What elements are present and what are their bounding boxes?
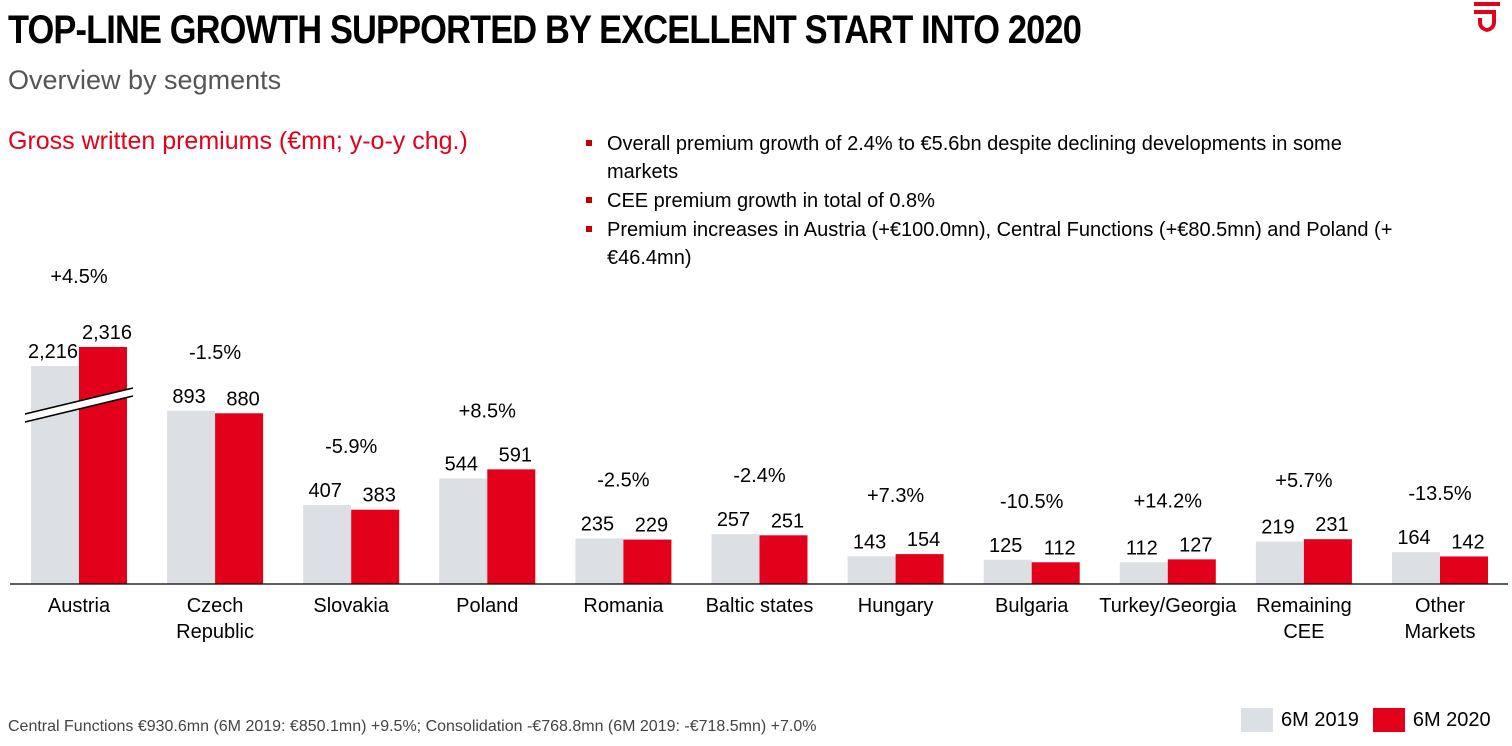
category-label: Bulgaria bbox=[995, 595, 1069, 617]
value-label-2019: 544 bbox=[445, 453, 478, 475]
legend-swatch-2019 bbox=[1241, 708, 1273, 732]
bar-6m-2019 bbox=[575, 538, 624, 584]
legend-item-2019: 6M 2019 bbox=[1241, 708, 1359, 732]
change-label: +8.5% bbox=[459, 400, 516, 422]
axis-break-line bbox=[24, 387, 134, 415]
value-label-2020: 591 bbox=[499, 444, 532, 466]
legend-item-2020: 6M 2020 bbox=[1372, 708, 1491, 732]
value-label-2020: 127 bbox=[1179, 534, 1212, 556]
bar-6m-2020 bbox=[623, 539, 672, 584]
value-label-2019: 2,216 bbox=[28, 341, 78, 363]
bar-6m-2020 bbox=[1167, 559, 1216, 584]
bullet-item: CEE premium growth in total of 0.8% bbox=[586, 187, 1416, 215]
value-label-2020: 251 bbox=[771, 510, 804, 532]
bar-6m-2019 bbox=[303, 505, 352, 584]
value-label-2019: 257 bbox=[717, 509, 750, 531]
category-label: Austria bbox=[48, 595, 111, 617]
category-label: Other bbox=[1415, 595, 1465, 617]
value-label-2019: 164 bbox=[1397, 527, 1430, 549]
value-label-2020: 231 bbox=[1315, 514, 1348, 536]
bar-6m-2020 bbox=[215, 413, 264, 584]
company-logo-icon bbox=[1474, 2, 1500, 32]
bullet-list: Overall premium growth of 2.4% to €5.6bn… bbox=[586, 130, 1416, 273]
value-label-2019: 125 bbox=[989, 535, 1022, 557]
bar-6m-2019 bbox=[711, 534, 760, 584]
change-label: -2.5% bbox=[597, 469, 649, 491]
category-label: Czech bbox=[187, 595, 244, 617]
value-label-2020: 142 bbox=[1451, 531, 1484, 553]
bar-6m-2019 bbox=[1255, 541, 1304, 584]
value-label-2020: 154 bbox=[907, 529, 940, 551]
change-label: -1.5% bbox=[189, 342, 241, 364]
bullet-item: Premium increases in Austria (+€100.0mn)… bbox=[586, 216, 1416, 272]
change-label: -13.5% bbox=[1408, 483, 1472, 505]
footnote: Central Functions €930.6mn (6M 2019: €85… bbox=[8, 718, 817, 735]
legend-label-2019: 6M 2019 bbox=[1281, 708, 1359, 731]
bar-6m-2020 bbox=[351, 509, 400, 584]
chart-legend: 6M 2019 6M 2020 bbox=[1241, 708, 1505, 732]
bar-6m-2019 bbox=[31, 366, 79, 584]
category-label: Remaining bbox=[1256, 595, 1352, 617]
value-label-2019: 219 bbox=[1261, 517, 1294, 539]
axis-break-gap bbox=[25, 388, 133, 422]
value-label-2020: 880 bbox=[226, 388, 259, 410]
bar-6m-2019 bbox=[1119, 562, 1168, 584]
category-label: CEE bbox=[1283, 621, 1324, 643]
bar-6m-2019 bbox=[167, 410, 216, 584]
value-label-2019: 235 bbox=[581, 513, 614, 535]
category-label: Slovakia bbox=[313, 595, 389, 617]
change-label: +4.5% bbox=[50, 266, 107, 288]
category-label: Markets bbox=[1404, 621, 1475, 643]
bar-6m-2019 bbox=[983, 559, 1032, 584]
value-label-2020: 229 bbox=[635, 515, 668, 537]
change-label: +7.3% bbox=[867, 485, 924, 507]
value-label-2020: 2,316 bbox=[82, 322, 132, 344]
legend-label-2020: 6M 2020 bbox=[1412, 708, 1491, 731]
bar-6m-2020 bbox=[1031, 562, 1080, 584]
value-label-2020: 112 bbox=[1044, 537, 1076, 559]
change-label: -5.9% bbox=[325, 436, 377, 458]
page-subtitle: Overview by segments bbox=[8, 65, 282, 95]
bar-6m-2020 bbox=[487, 469, 536, 584]
category-label: Hungary bbox=[858, 595, 934, 617]
bar-6m-2020 bbox=[895, 554, 944, 584]
change-label: +14.2% bbox=[1134, 490, 1203, 512]
category-label: Romania bbox=[583, 595, 664, 617]
axis-break-line bbox=[24, 395, 134, 423]
category-label: Baltic states bbox=[706, 595, 814, 617]
bar-6m-2020 bbox=[79, 347, 127, 584]
category-label: Republic bbox=[176, 621, 254, 643]
bar-6m-2019 bbox=[439, 478, 488, 584]
value-label-2019: 407 bbox=[309, 480, 342, 502]
bar-6m-2020 bbox=[1440, 556, 1488, 584]
legend-swatch-2020 bbox=[1372, 708, 1405, 732]
category-label: Poland bbox=[456, 595, 518, 617]
value-label-2019: 893 bbox=[172, 386, 205, 408]
bar-6m-2020 bbox=[759, 535, 808, 584]
change-label: -2.4% bbox=[733, 465, 785, 487]
value-label-2019: 143 bbox=[853, 531, 886, 553]
value-label-2019: 112 bbox=[1126, 537, 1158, 559]
bullet-item: Overall premium growth of 2.4% to €5.6bn… bbox=[586, 130, 1416, 186]
value-label-2020: 383 bbox=[363, 485, 396, 507]
category-label: Turkey/Georgia bbox=[1099, 595, 1237, 617]
page-title: TOP-LINE GROWTH SUPPORTED BY EXCELLENT S… bbox=[8, 8, 1082, 52]
bar-6m-2020 bbox=[1303, 539, 1352, 584]
bar-6m-2019 bbox=[847, 556, 896, 584]
change-label: -10.5% bbox=[1000, 491, 1064, 513]
bar-6m-2019 bbox=[1392, 552, 1440, 584]
change-label: +5.7% bbox=[1275, 470, 1332, 492]
chart-title: Gross written premiums (€mn; y-o-y chg.) bbox=[8, 127, 468, 155]
